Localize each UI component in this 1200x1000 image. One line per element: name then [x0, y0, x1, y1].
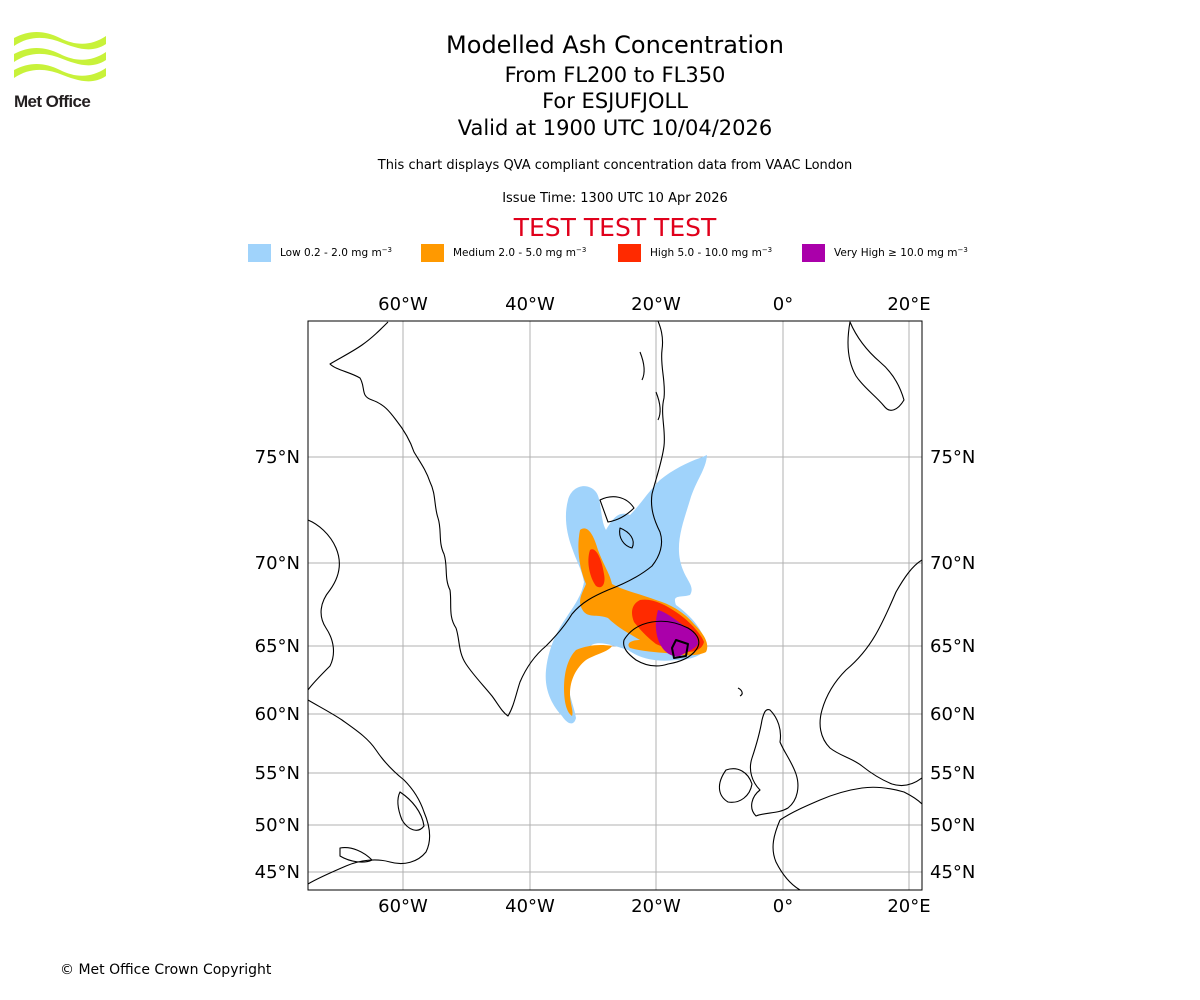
test-banner: TEST TEST TEST: [513, 213, 717, 242]
volcano-name: For ESJUFJOLL: [542, 89, 688, 113]
coast-baffin: [308, 519, 340, 691]
legend-swatch-very-high: [802, 244, 825, 262]
logo-text: Met Office: [14, 92, 91, 111]
coast-greenland-islands-b: [619, 527, 634, 549]
coast-nova-scotia: [339, 847, 373, 863]
coast-iceland: [623, 620, 700, 667]
legend-label-low: Low 0.2 - 2.0 mg m: [280, 247, 382, 259]
right-latitude-labels: 75°N 70°N 65°N 60°N 55°N 50°N 45°N: [930, 447, 975, 883]
lon-label-top-20w: 20°W: [631, 294, 681, 315]
legend-label-medium: Medium 2.0 - 5.0 mg m: [453, 247, 576, 259]
copyright-notice: © Met Office Crown Copyright: [60, 962, 272, 978]
volcano-marker: [671, 639, 689, 659]
lat-label-left-75n: 75°N: [255, 447, 300, 468]
legend-label-high: High 5.0 - 10.0 mg m: [650, 247, 762, 259]
graticule: [308, 321, 922, 890]
lat-label-right-55n: 55°N: [930, 763, 975, 784]
lon-label-top-0: 0°: [773, 294, 793, 315]
legend-label-very-high: Very High ≥ 10.0 mg m: [834, 247, 958, 259]
lat-label-left-50n: 50°N: [255, 815, 300, 836]
valid-time: Valid at 1900 UTC 10/04/2026: [457, 116, 773, 140]
coastlines: [308, 321, 922, 890]
ash-low-region: [545, 455, 707, 724]
legend-exponent-low: −3: [381, 246, 393, 254]
coast-europe-mainland: [772, 786, 922, 890]
coast-greenland-islands-d: [655, 391, 661, 421]
legend-exponent-high: −3: [761, 246, 773, 254]
legend-swatch-high: [618, 244, 641, 262]
lat-label-right-50n: 50°N: [930, 815, 975, 836]
met-office-wave-icon: [14, 32, 106, 82]
lon-label-bottom-20e: 20°E: [887, 896, 930, 917]
legend-swatch-low: [248, 244, 271, 262]
legend-swatch-medium: [421, 244, 444, 262]
lon-label-bottom-40w: 40°W: [505, 896, 555, 917]
coast-uk: [749, 708, 799, 817]
flight-level-range: From FL200 to FL350: [504, 63, 726, 87]
lat-label-left-65n: 65°N: [255, 636, 300, 657]
coast-ireland: [718, 768, 753, 803]
chart-title: Modelled Ash Concentration: [446, 31, 784, 59]
lon-label-bottom-20w: 20°W: [631, 896, 681, 917]
coast-greenland-islands-a: [599, 496, 635, 523]
lat-label-right-65n: 65°N: [930, 636, 975, 657]
lat-label-right-60n: 60°N: [930, 704, 975, 725]
lat-label-right-45n: 45°N: [930, 862, 975, 883]
map-frame: [307, 320, 923, 891]
left-latitude-labels: 75°N 70°N 65°N 60°N 55°N 50°N 45°N: [255, 447, 300, 883]
coast-greenland: [329, 321, 665, 717]
lat-label-right-70n: 70°N: [930, 553, 975, 574]
lon-label-top-60w: 60°W: [378, 294, 428, 315]
lon-label-bottom-0: 0°: [773, 896, 793, 917]
lat-label-left-55n: 55°N: [255, 763, 300, 784]
lon-label-top-40w: 40°W: [505, 294, 555, 315]
lon-label-top-20e: 20°E: [887, 294, 930, 315]
coast-scandinavia: [819, 559, 922, 787]
lat-label-left-70n: 70°N: [255, 553, 300, 574]
lat-label-left-60n: 60°N: [255, 704, 300, 725]
bottom-longitude-labels: 60°W 40°W 20°W 0° 20°E: [378, 896, 930, 917]
lat-label-left-45n: 45°N: [255, 862, 300, 883]
coast-newfoundland: [397, 791, 425, 831]
issue-time: Issue Time: 1300 UTC 10 Apr 2026: [502, 191, 728, 206]
coast-greenland-islands-c: [639, 351, 645, 381]
met-office-logo: Met Office: [14, 30, 106, 112]
lat-label-right-75n: 75°N: [930, 447, 975, 468]
compliance-note: This chart displays QVA compliant concen…: [377, 158, 853, 173]
top-longitude-labels: 60°W 40°W 20°W 0° 20°E: [378, 294, 930, 315]
coast-svalbard: [847, 321, 905, 411]
coast-faroes: [737, 687, 743, 697]
legend-exponent-medium: −3: [575, 246, 587, 254]
legend-exponent-very-high: −3: [957, 246, 968, 254]
lon-label-bottom-60w: 60°W: [378, 896, 428, 917]
